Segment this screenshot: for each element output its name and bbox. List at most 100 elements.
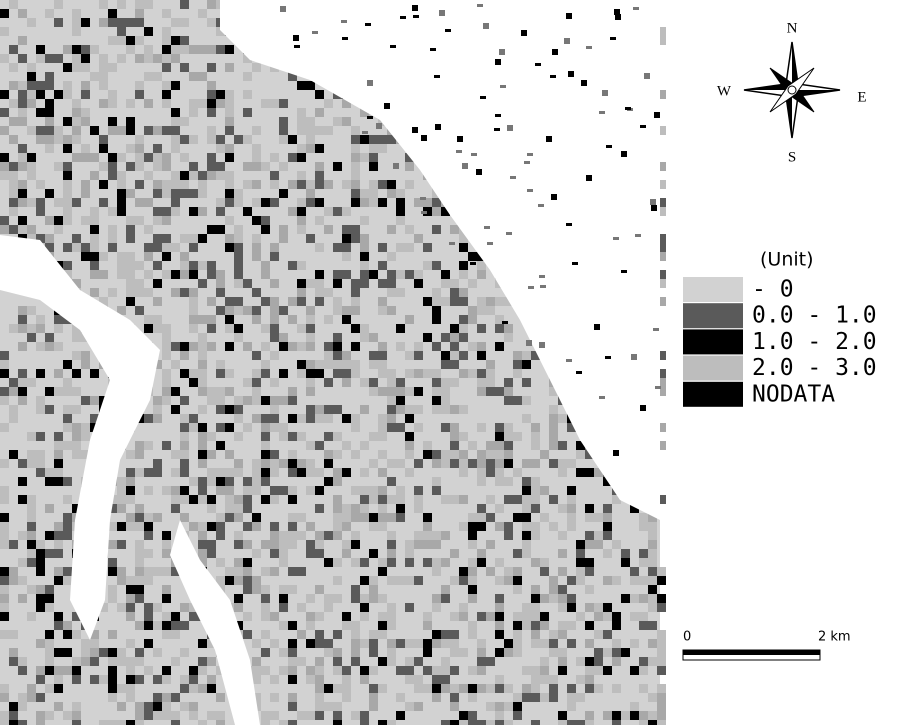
raster-cell xyxy=(144,288,153,297)
raster-cell xyxy=(117,702,126,711)
raster-cell xyxy=(144,198,153,207)
raster-cell xyxy=(0,522,9,531)
raster-cell xyxy=(612,648,621,657)
raster-cell xyxy=(207,711,216,720)
raster-cell xyxy=(378,567,387,576)
raster-cell xyxy=(558,504,567,513)
raster-cell xyxy=(135,468,144,477)
raster-cell xyxy=(243,162,252,171)
raster-cell xyxy=(126,261,135,270)
raster-cell xyxy=(261,711,270,720)
raster-cell xyxy=(216,207,225,216)
raster-cell xyxy=(405,603,414,612)
raster-cell xyxy=(288,414,297,423)
raster-cell xyxy=(297,225,306,234)
raster-cell xyxy=(72,243,81,252)
raster-cell xyxy=(180,18,189,27)
raster-cell xyxy=(351,162,360,171)
raster-cell xyxy=(522,621,531,630)
raster-cell xyxy=(513,495,522,504)
raster-cell xyxy=(135,9,144,18)
raster-cell xyxy=(369,459,378,468)
legend-swatch xyxy=(683,329,743,354)
raster-cell xyxy=(459,270,468,279)
raster-cell xyxy=(477,477,486,486)
raster-cell xyxy=(117,180,126,189)
raster-cell xyxy=(18,576,27,585)
raster-cell xyxy=(459,603,468,612)
raster-cell xyxy=(135,558,144,567)
raster-cell xyxy=(549,522,558,531)
raster-cell xyxy=(405,666,414,675)
raster-cell xyxy=(486,720,495,725)
raster-cell xyxy=(198,441,207,450)
raster-cell xyxy=(72,45,81,54)
sparse-cell xyxy=(434,75,440,78)
raster-cell xyxy=(459,450,468,459)
raster-cell xyxy=(639,621,648,630)
raster-cell xyxy=(117,495,126,504)
raster-cell xyxy=(396,270,405,279)
raster-cell xyxy=(54,531,63,540)
raster-cell xyxy=(657,702,666,711)
raster-cell xyxy=(441,585,450,594)
raster-cell xyxy=(360,495,369,504)
raster-cell xyxy=(162,243,171,252)
raster-cell xyxy=(387,279,396,288)
raster-cell xyxy=(495,423,504,432)
sparse-cell xyxy=(566,223,572,226)
raster-cell xyxy=(333,360,342,369)
raster-cell xyxy=(72,369,81,378)
raster-cell xyxy=(306,639,315,648)
raster-cell xyxy=(270,423,279,432)
sparse-cell xyxy=(412,127,418,133)
raster-cell xyxy=(423,684,432,693)
raster-cell xyxy=(9,198,18,207)
raster-cell xyxy=(387,270,396,279)
raster-cell xyxy=(369,333,378,342)
raster-cell xyxy=(36,45,45,54)
raster-cell xyxy=(36,567,45,576)
raster-cell xyxy=(657,576,666,585)
raster-cell xyxy=(27,171,36,180)
raster-cell xyxy=(351,423,360,432)
raster-cell xyxy=(27,531,36,540)
raster-cell xyxy=(414,684,423,693)
raster-cell xyxy=(459,315,468,324)
raster-cell xyxy=(441,675,450,684)
raster-cell xyxy=(189,108,198,117)
raster-cell xyxy=(126,99,135,108)
sparse-cell xyxy=(439,10,445,16)
raster-cell xyxy=(513,567,522,576)
raster-cell xyxy=(63,513,72,522)
raster-cell xyxy=(414,279,423,288)
raster-cell xyxy=(153,513,162,522)
raster-cell xyxy=(495,621,504,630)
raster-cell xyxy=(351,126,360,135)
raster-cell xyxy=(45,81,54,90)
raster-cell xyxy=(522,414,531,423)
raster-cell xyxy=(567,603,576,612)
raster-cell xyxy=(288,450,297,459)
raster-cell xyxy=(477,378,486,387)
raster-cell xyxy=(612,540,621,549)
raster-cell xyxy=(387,558,396,567)
raster-cell xyxy=(396,189,405,198)
raster-cell xyxy=(9,576,18,585)
raster-cell xyxy=(72,198,81,207)
raster-cell xyxy=(153,180,162,189)
raster-cell xyxy=(126,297,135,306)
raster-cell xyxy=(378,486,387,495)
raster-cell xyxy=(324,594,333,603)
raster-cell xyxy=(261,450,270,459)
raster-cell xyxy=(252,306,261,315)
raster-cell xyxy=(135,180,144,189)
raster-cell xyxy=(414,234,423,243)
raster-cell xyxy=(297,567,306,576)
raster-cell xyxy=(117,36,126,45)
raster-cell xyxy=(567,495,576,504)
raster-cell xyxy=(171,612,180,621)
raster-cell xyxy=(243,279,252,288)
raster-cell xyxy=(225,567,234,576)
raster-cell xyxy=(432,675,441,684)
